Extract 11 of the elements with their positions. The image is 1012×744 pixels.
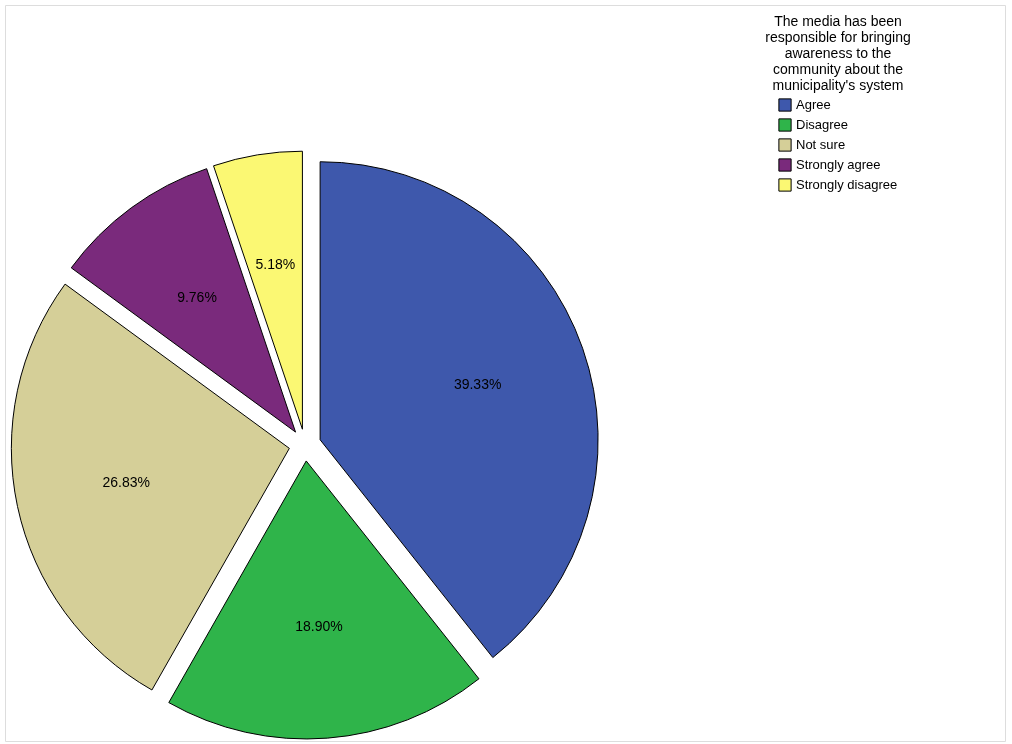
legend-label: Agree [796,97,831,112]
legend-label: Strongly disagree [796,177,898,192]
data-label: 39.33% [453,375,502,392]
data-label: 9.76% [177,288,217,305]
data-label: 18.90% [295,618,343,635]
data-label: 26.83% [102,474,150,491]
legend-label: Not sure [796,137,846,152]
legend-label: Strongly agree [796,157,881,172]
legend-label: Disagree [796,117,849,132]
legend-title: The media has been responsible for bringing awareness to the community about the municipality's system [765,13,911,93]
data-label: 5.18% [255,255,296,272]
